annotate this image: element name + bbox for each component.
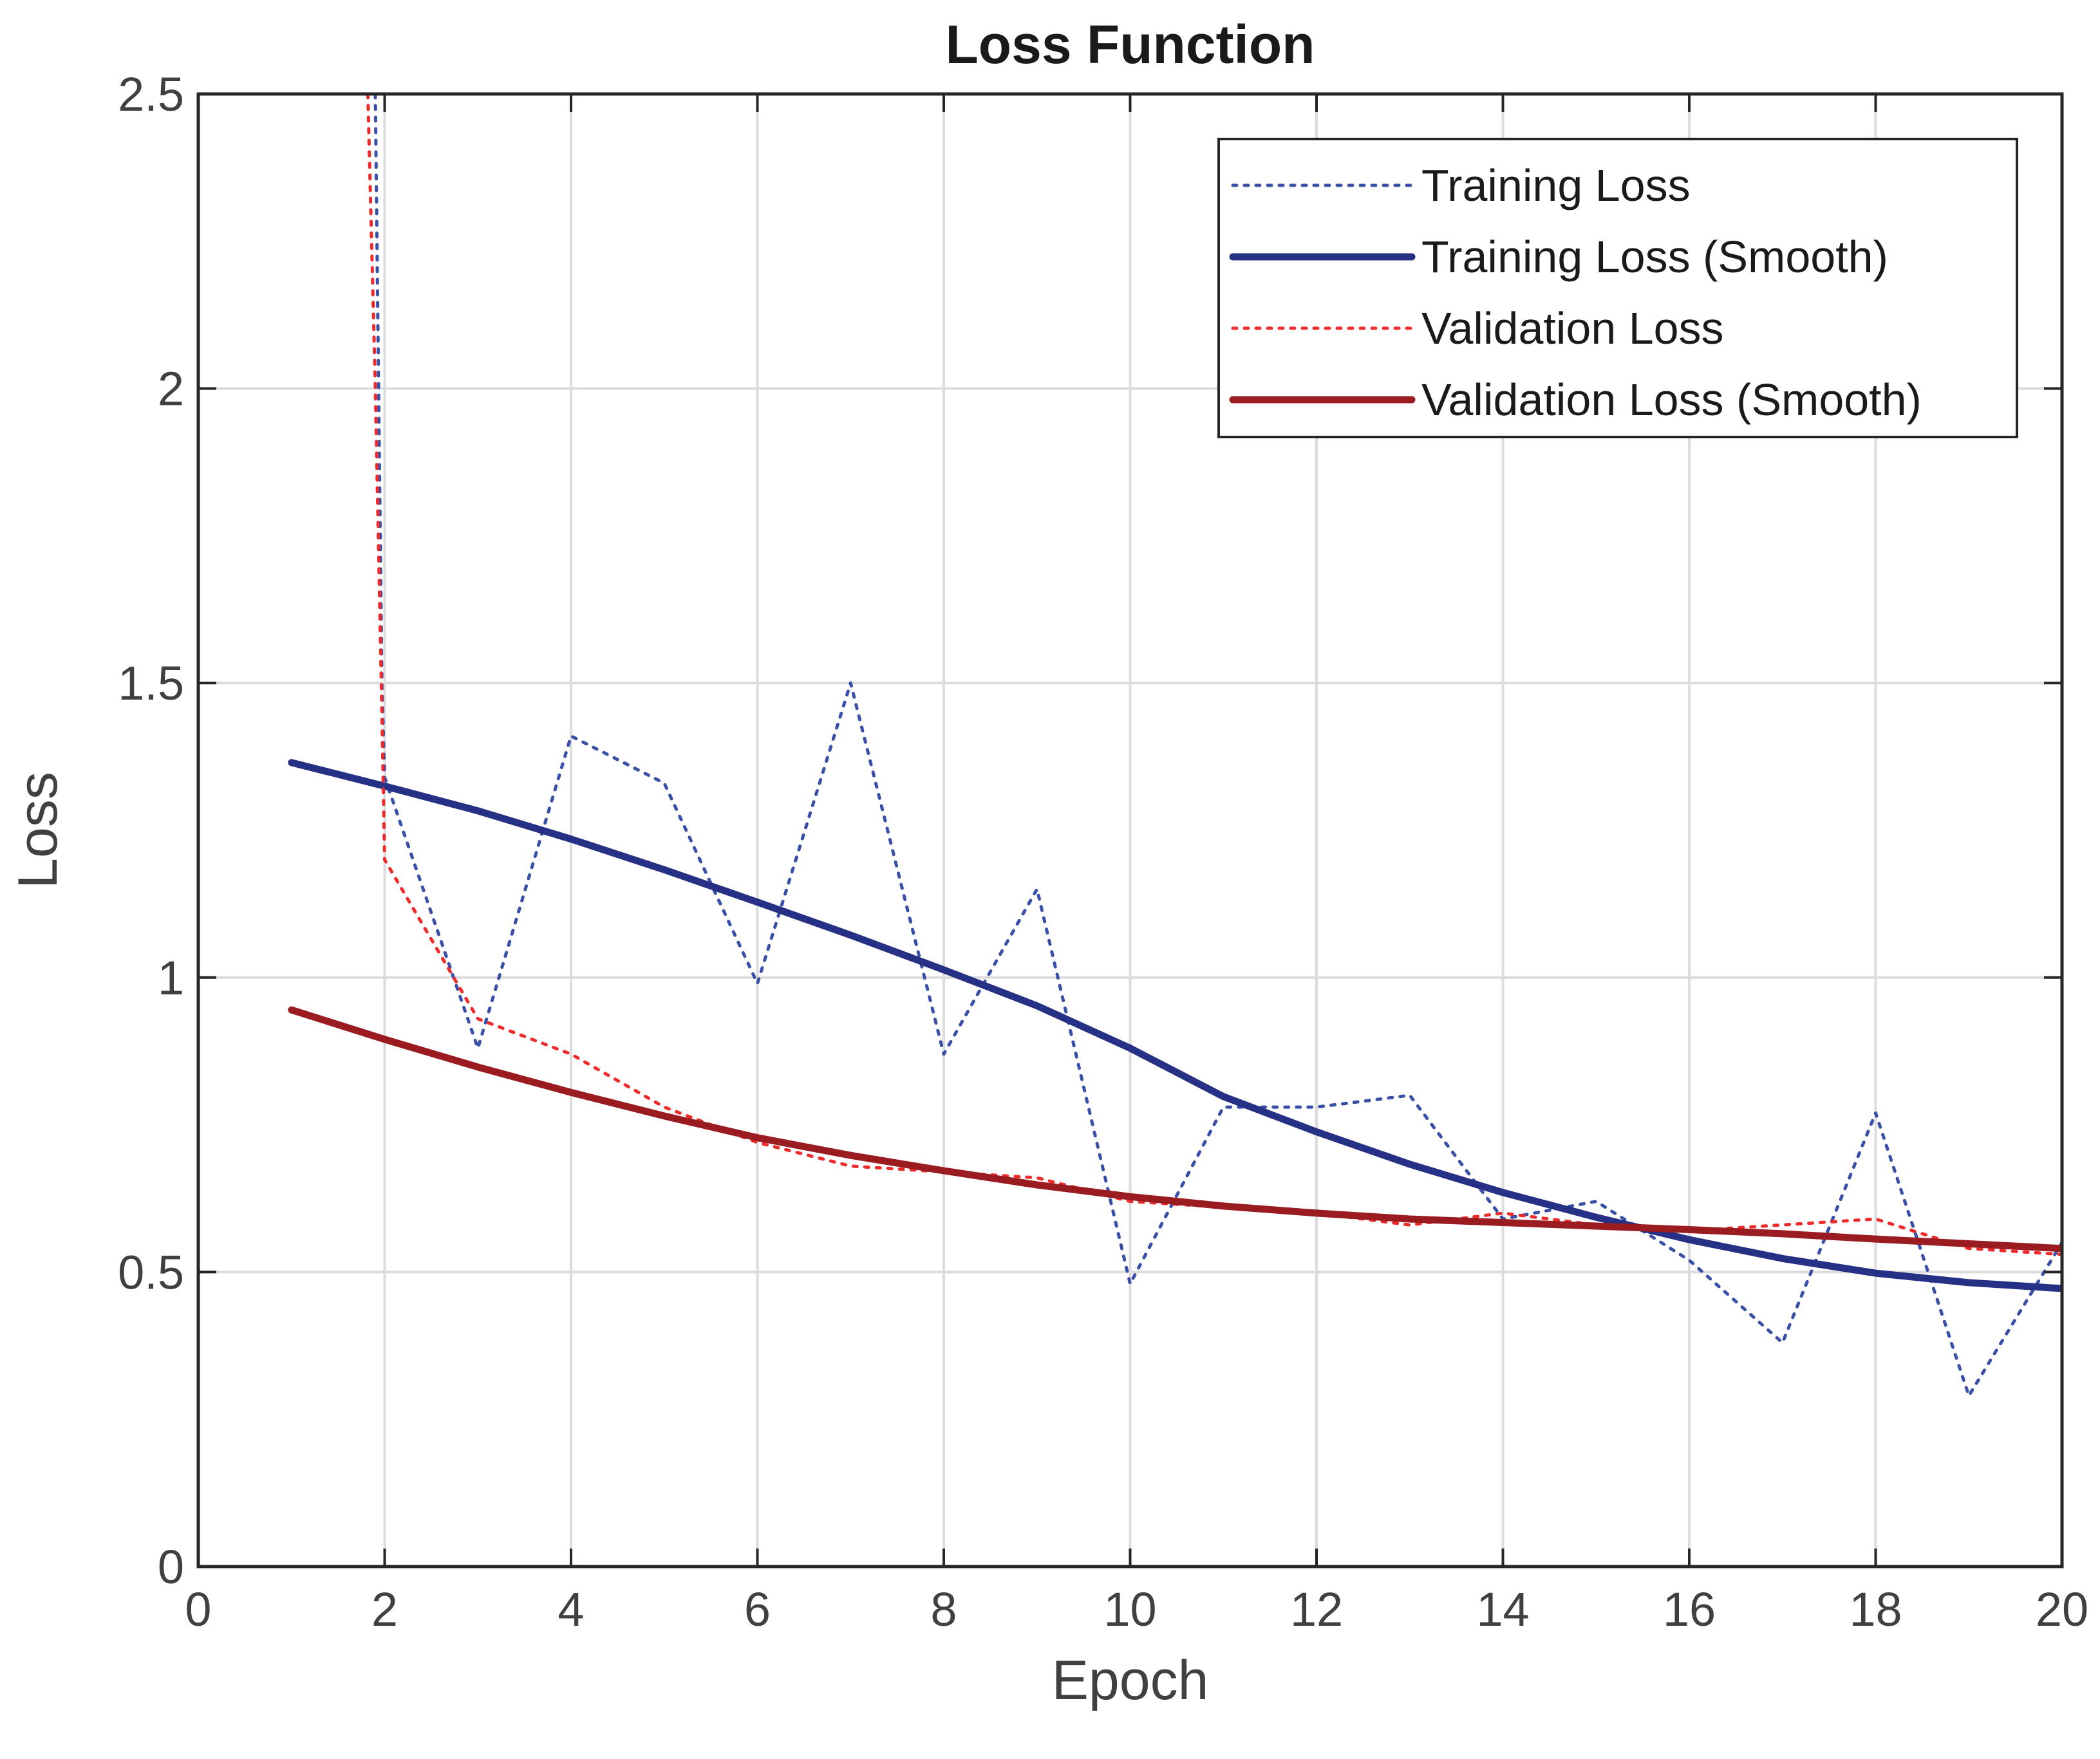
legend-entry-label: Validation Loss (Smooth) (1421, 375, 1922, 425)
y-tick-label: 2 (158, 362, 184, 416)
chart-title: Loss Function (946, 14, 1315, 75)
y-axis-label: Loss (7, 772, 69, 889)
x-tick-label: 6 (744, 1583, 771, 1636)
series-line-training-loss-smooth (288, 759, 2062, 1292)
x-tick-label: 10 (1103, 1583, 1156, 1636)
x-tick-label: 8 (930, 1583, 957, 1636)
x-tick-label: 0 (185, 1583, 211, 1636)
y-tick-label: 1.5 (118, 656, 184, 710)
x-tick-label: 12 (1290, 1583, 1343, 1636)
series-layer (288, 94, 2062, 1398)
legend-entry-label: Validation Loss (1421, 303, 1724, 353)
tick-layer: 0 2 4 6 8 10 12 14 16 18 20 0 0.5 1 1.5 2 2.5 (118, 68, 2088, 1636)
y-tick-label: 2.5 (118, 68, 184, 121)
x-tick-label: 4 (558, 1583, 584, 1636)
x-axis-label: Epoch (1052, 1650, 1209, 1711)
y-tick-label: 0.5 (118, 1245, 184, 1299)
x-tick-label: 20 (2036, 1583, 2088, 1636)
series-line-training-loss (373, 94, 2062, 1398)
x-tick-label: 2 (371, 1583, 398, 1636)
y-tick-label: 1 (158, 951, 184, 1005)
legend-box (1217, 138, 2018, 438)
y-tick-label: 0 (158, 1540, 184, 1594)
legend-entry-label: Training Loss (1421, 160, 1691, 210)
legend: Training Loss Training Loss (Smooth) Valid… (1217, 138, 2018, 438)
x-tick-label: 18 (1849, 1583, 1902, 1636)
x-tick-label: 16 (1663, 1583, 1716, 1636)
series-line-validation-loss-smooth (288, 1006, 2062, 1252)
x-tick-label: 14 (1476, 1583, 1529, 1636)
legend-entry-label: Training Loss (Smooth) (1421, 232, 1888, 282)
